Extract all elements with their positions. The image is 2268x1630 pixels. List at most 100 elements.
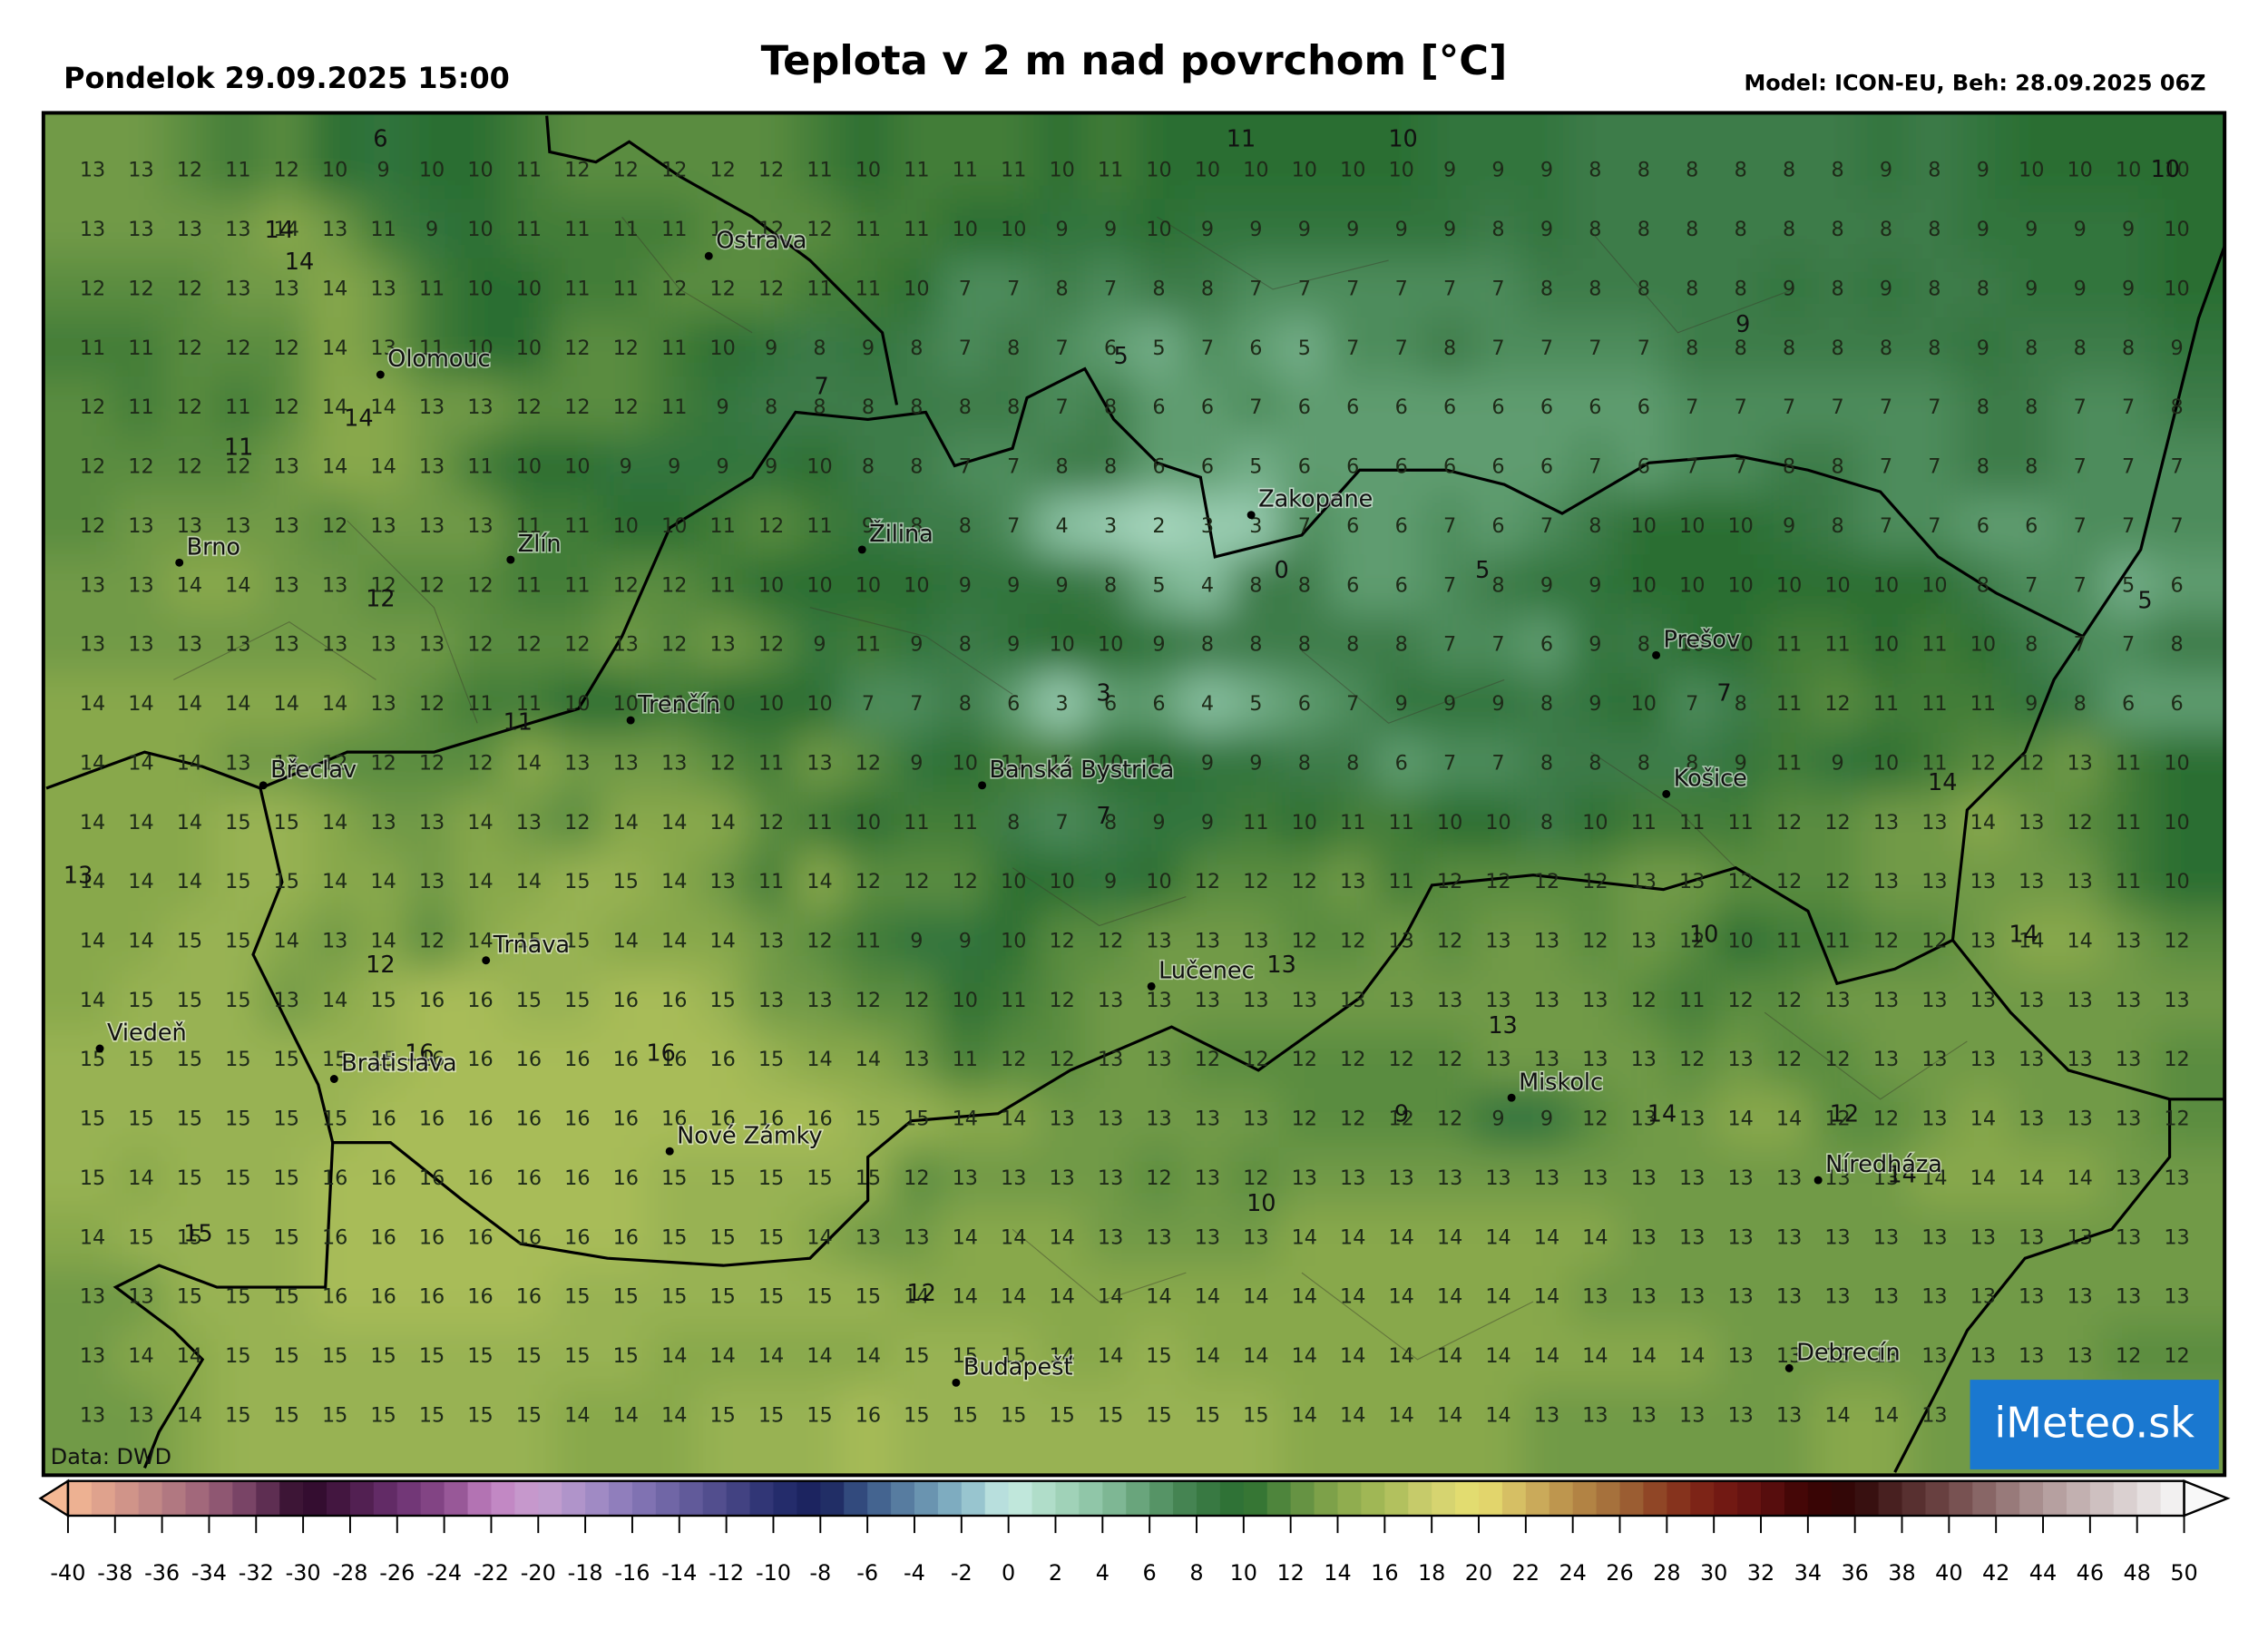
temperature-cell bbox=[1084, 970, 1137, 1032]
temperature-cell bbox=[43, 851, 119, 913]
grid-value: 10 bbox=[2164, 218, 2189, 241]
grid-value: 6 bbox=[1395, 573, 1408, 597]
grid-value: 7 bbox=[1201, 337, 1214, 360]
temperature-cell bbox=[260, 1088, 313, 1151]
grid-value: 9 bbox=[862, 337, 875, 360]
temperature-cell bbox=[1084, 910, 1137, 973]
temperature-cell bbox=[1520, 1384, 1573, 1476]
grid-value: 8 bbox=[1056, 455, 1069, 479]
grid-value: 14 bbox=[1340, 1225, 1365, 1249]
temperature-cell bbox=[794, 1384, 846, 1476]
grid-value: 15 bbox=[128, 1108, 153, 1131]
temperature-cell bbox=[2054, 435, 2107, 499]
grid-value: 10 bbox=[1243, 159, 1268, 182]
grid-value: 12 bbox=[807, 930, 832, 953]
grid-value: 13 bbox=[2116, 1048, 2141, 1071]
colorbar-cell bbox=[1102, 1480, 1128, 1516]
temperature-cell bbox=[1618, 317, 1670, 380]
temperature-cell bbox=[1278, 199, 1331, 261]
grid-value: 8 bbox=[1977, 395, 1989, 419]
grid-value: 15 bbox=[758, 1285, 784, 1309]
grid-value: 12 bbox=[1679, 930, 1705, 953]
grid-value: 8 bbox=[1783, 159, 1795, 182]
grid-value: 13 bbox=[1679, 1285, 1705, 1309]
temperature-cell bbox=[842, 376, 894, 439]
grid-value: 12 bbox=[661, 277, 687, 300]
temperature-cell bbox=[1666, 376, 1718, 439]
grid-value: 14 bbox=[953, 1225, 978, 1249]
grid-value: 15 bbox=[225, 1285, 250, 1309]
grid-value: 13 bbox=[2164, 989, 2189, 1012]
temperature-cell bbox=[308, 376, 361, 439]
grid-value: 7 bbox=[2074, 573, 2087, 597]
temperature-cell bbox=[357, 851, 409, 913]
temperature-cell bbox=[1957, 1147, 2009, 1210]
grid-value: 7 bbox=[1395, 337, 1408, 360]
grid-value: 14 bbox=[128, 930, 153, 953]
grid-value: 12 bbox=[274, 159, 299, 182]
grid-value: 12 bbox=[1388, 1048, 1413, 1071]
temperature-cell bbox=[745, 791, 797, 854]
temperature-cell bbox=[987, 1029, 1040, 1092]
temperature-cell bbox=[2102, 554, 2155, 618]
grid-value: 8 bbox=[2074, 692, 2087, 716]
temperature-cell bbox=[1618, 673, 1670, 736]
grid-value: 11 bbox=[807, 159, 832, 182]
grid-value: 11 bbox=[225, 395, 250, 419]
grid-value: 13 bbox=[2067, 1344, 2092, 1368]
temperature-cell bbox=[2054, 112, 2107, 202]
temperature-cell bbox=[1860, 495, 1912, 558]
temperature-cell bbox=[212, 1384, 264, 1476]
grid-value: 15 bbox=[807, 1166, 832, 1190]
grid-value: 12 bbox=[1049, 1048, 1074, 1071]
temperature-cell bbox=[115, 1384, 167, 1476]
temperature-cell bbox=[1569, 1206, 1621, 1270]
temperature-cell bbox=[503, 435, 555, 499]
grid-value: 8 bbox=[1637, 159, 1650, 182]
grid-value: 13 bbox=[1970, 1285, 1996, 1309]
grid-value: 13 bbox=[1098, 1225, 1123, 1249]
temperature-cell bbox=[648, 1206, 700, 1270]
grid-value: 12 bbox=[807, 218, 832, 241]
temperature-cell bbox=[1133, 199, 1185, 261]
grid-value: 12 bbox=[1292, 930, 1317, 953]
grid-value: 9 bbox=[1880, 277, 1892, 300]
colorbar-cell bbox=[1831, 1480, 1856, 1516]
grid-value: 15 bbox=[370, 1403, 396, 1427]
grid-value: 12 bbox=[904, 870, 929, 893]
temperature-cell bbox=[212, 1088, 264, 1151]
grid-value: 13 bbox=[2116, 1108, 2141, 1131]
grid-value: 13 bbox=[1631, 1285, 1657, 1309]
temperature-cell bbox=[1084, 554, 1137, 618]
temperature-cell bbox=[1423, 1206, 1476, 1270]
grid-value: 14 bbox=[322, 395, 347, 419]
grid-value: 10 bbox=[953, 751, 978, 775]
temperature-cell bbox=[260, 910, 313, 973]
temperature-cell bbox=[891, 435, 943, 499]
temperature-cell bbox=[600, 791, 652, 854]
temperature-cell bbox=[406, 910, 458, 973]
temperature-cell bbox=[163, 1147, 216, 1210]
grid-value: 13 bbox=[758, 930, 784, 953]
grid-value: 6 bbox=[1346, 573, 1359, 597]
temperature-cell bbox=[697, 1206, 748, 1270]
contour-label: 11 bbox=[1227, 126, 1256, 153]
temperature-cell bbox=[1375, 554, 1427, 618]
temperature-cell bbox=[2054, 1088, 2107, 1151]
grid-value: 16 bbox=[613, 1048, 639, 1071]
grid-value: 14 bbox=[1049, 1225, 1074, 1249]
temperature-cell bbox=[1375, 970, 1427, 1032]
temperature-cell bbox=[2005, 1325, 2058, 1388]
grid-value: 15 bbox=[709, 1403, 735, 1427]
temperature-cell bbox=[1133, 910, 1185, 973]
grid-value: 12 bbox=[1243, 1166, 1268, 1190]
grid-value: 8 bbox=[1928, 277, 1941, 300]
grid-value: 12 bbox=[564, 811, 590, 835]
temperature-cell bbox=[1230, 376, 1282, 439]
grid-value: 6 bbox=[1346, 395, 1359, 419]
temperature-cell bbox=[697, 851, 748, 913]
grid-value: 12 bbox=[80, 395, 105, 419]
grid-value: 14 bbox=[128, 751, 153, 775]
grid-value: 8 bbox=[1977, 455, 1989, 479]
temperature-cell bbox=[260, 1384, 313, 1476]
